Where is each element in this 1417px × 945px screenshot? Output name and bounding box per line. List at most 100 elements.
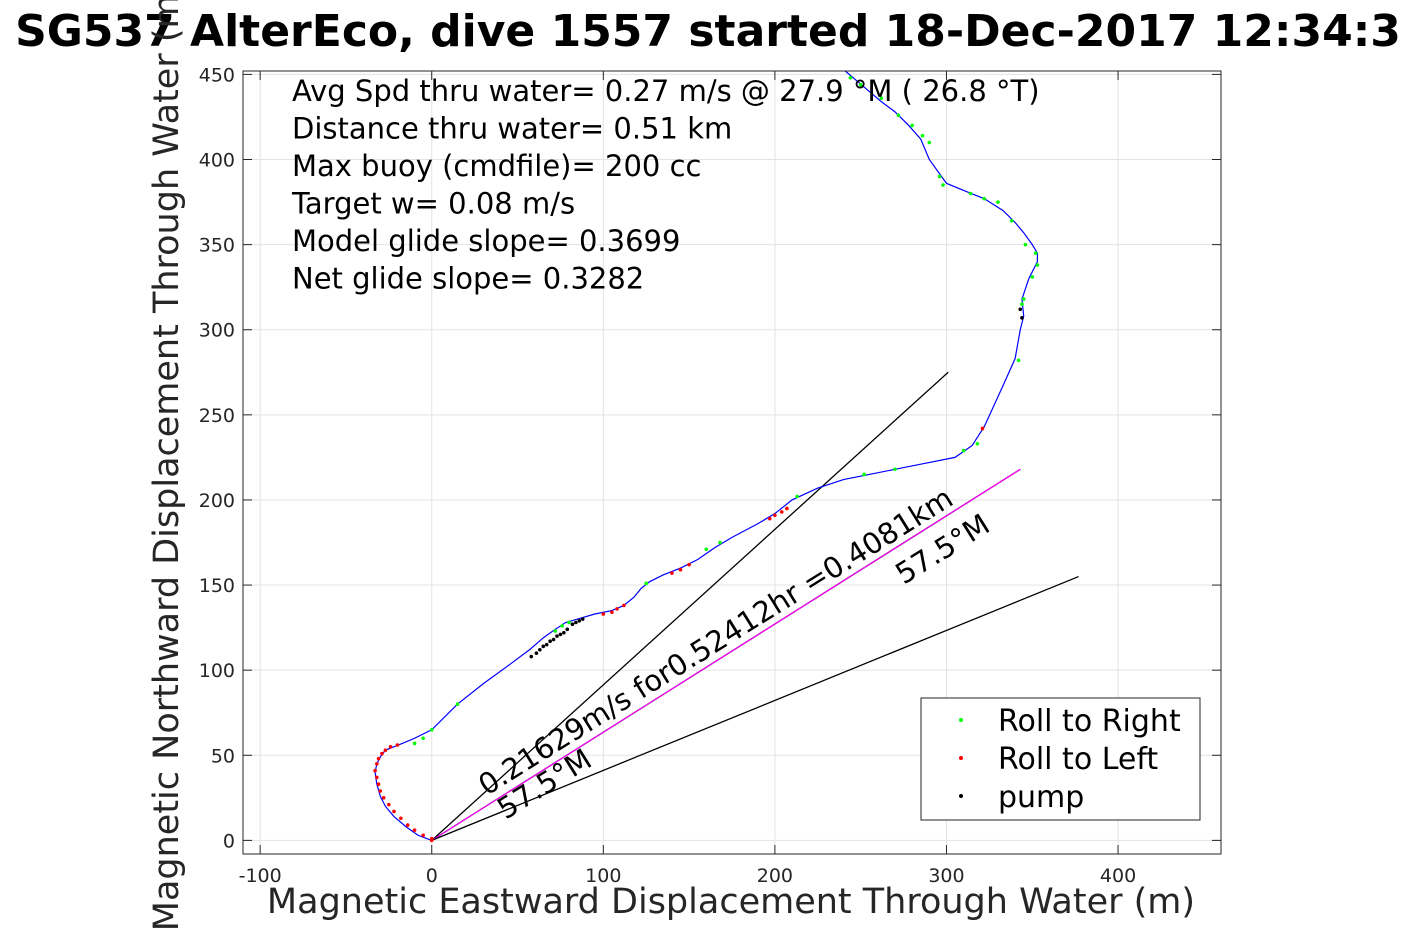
legend-marker xyxy=(959,756,963,760)
roll-to-right-point xyxy=(879,96,884,101)
pump-point xyxy=(529,654,534,659)
roll-to-right-point xyxy=(927,140,932,145)
roll-to-left-point xyxy=(383,748,388,752)
roll-to-right-point xyxy=(982,196,987,201)
pump-point xyxy=(570,622,575,627)
pump-point xyxy=(541,644,546,649)
roll-to-left-point xyxy=(779,510,784,514)
roll-to-right-point xyxy=(961,448,966,453)
y-tick-label: 0 xyxy=(223,830,235,852)
axis-ticks: -100 0 100 200 300 40005010015020025030035040… xyxy=(199,64,1221,887)
roll-to-right-point xyxy=(975,441,980,446)
roll-to-right-point xyxy=(1033,251,1038,255)
roll-to-right-point xyxy=(941,183,945,187)
roll-to-left-point xyxy=(412,828,417,832)
roll-to-right-point xyxy=(968,191,973,196)
legend-label: Roll to Left xyxy=(998,742,1158,777)
roll-to-left-point xyxy=(376,782,381,787)
y-tick-label: 350 xyxy=(199,235,235,257)
roll-to-left-point xyxy=(399,816,403,821)
roll-to-left-point xyxy=(376,756,381,761)
annotation-line: Net glide slope= 0.3282 xyxy=(292,262,644,296)
roll-to-left-point xyxy=(380,751,384,756)
pump-point xyxy=(548,639,552,644)
annotation-line: Target w= 0.08 m/s xyxy=(291,187,575,221)
pump-point xyxy=(574,620,578,625)
roll-to-left-point xyxy=(670,571,674,575)
roll-to-left-point xyxy=(610,610,614,615)
roll-to-left-point xyxy=(622,603,626,608)
y-tick-label: 450 xyxy=(199,64,235,86)
roll-to-left-point xyxy=(375,761,379,766)
reference-line xyxy=(431,575,1079,841)
roll-to-right-point xyxy=(862,472,866,477)
y-tick-label: 300 xyxy=(199,320,235,342)
legend-label: Roll to Right xyxy=(998,704,1181,739)
pump-point xyxy=(580,617,585,621)
annotation-line: Max buoy (cmdfile)= 200 cc xyxy=(292,149,701,183)
pump-point xyxy=(562,630,566,635)
pump-point xyxy=(1020,316,1024,320)
annotation-block: Avg Spd thru water= 0.27 m/s @ 27.9 °M (… xyxy=(291,74,1040,296)
roll-to-left-point xyxy=(615,607,619,611)
roll-to-left-point xyxy=(687,562,691,567)
x-tick-label: 200 xyxy=(757,865,793,887)
legend-label: pump xyxy=(998,780,1084,815)
y-tick-label: 50 xyxy=(211,745,235,767)
roll-to-right-point xyxy=(455,702,460,707)
roll-to-left-point xyxy=(381,796,386,800)
roll-to-right-point xyxy=(412,741,417,746)
roll-to-left-point xyxy=(785,506,789,511)
pump-point xyxy=(544,642,549,647)
roll-to-right-point xyxy=(893,467,897,472)
reference-line xyxy=(431,371,949,841)
pump-point xyxy=(538,647,542,652)
roll-to-right-point xyxy=(704,547,709,552)
roll-to-right-point xyxy=(910,123,914,128)
roll-to-left-point xyxy=(373,768,377,773)
pump-point xyxy=(551,637,556,642)
roll-to-left-point xyxy=(421,833,425,838)
roll-to-right-point xyxy=(1009,218,1014,223)
grid xyxy=(243,71,1221,854)
roll-to-left-point xyxy=(387,802,391,807)
roll-to-right-point xyxy=(421,736,425,741)
line-label: 0.21629m/s for0.52412hr =0.4081km xyxy=(472,480,958,802)
pump-point xyxy=(1018,307,1023,312)
roll-to-right-point xyxy=(1021,297,1026,301)
roll-to-right-point xyxy=(848,76,853,80)
roll-to-left-point xyxy=(392,809,396,814)
chart-title: SG537 AlterEco, dive 1557 started 18-Dec… xyxy=(15,6,1401,57)
roll-to-left-point xyxy=(767,516,772,521)
annotation-line: Distance thru water= 0.51 km xyxy=(292,112,732,146)
roll-to-right-point xyxy=(429,727,434,732)
roll-to-right-point xyxy=(937,174,942,179)
pump-point xyxy=(534,651,539,655)
roll-to-left-point xyxy=(395,743,400,747)
reference-line xyxy=(431,468,1021,841)
roll-to-left-point xyxy=(388,744,393,749)
trajectory-series xyxy=(374,70,1039,841)
roll-to-right-point xyxy=(560,624,564,628)
roll-to-left-point xyxy=(378,789,383,793)
reference-lines xyxy=(431,371,1079,841)
roll-to-right-point xyxy=(1030,275,1035,279)
roll-to-left-point xyxy=(601,612,606,616)
y-axis-label: Magnetic Northward Displacement Through … xyxy=(147,0,187,931)
roll-to-right-point xyxy=(920,133,925,138)
roll-to-left-point xyxy=(678,567,683,572)
roll-to-right-point xyxy=(644,581,649,586)
y-tick-label: 250 xyxy=(199,405,235,427)
roll-to-right-point xyxy=(718,540,722,545)
roll-to-right-point xyxy=(896,113,901,118)
axes-box xyxy=(242,70,1222,855)
x-tick-label: 400 xyxy=(1100,865,1136,887)
roll-to-right-point xyxy=(858,82,863,87)
roll-to-right-point xyxy=(1020,302,1024,306)
annotation-line: Avg Spd thru water= 0.27 m/s @ 27.9 °M (… xyxy=(292,74,1040,108)
y-tick-label: 400 xyxy=(199,150,235,172)
y-tick-label: 200 xyxy=(199,490,235,512)
roll-to-right-point xyxy=(1035,263,1040,267)
